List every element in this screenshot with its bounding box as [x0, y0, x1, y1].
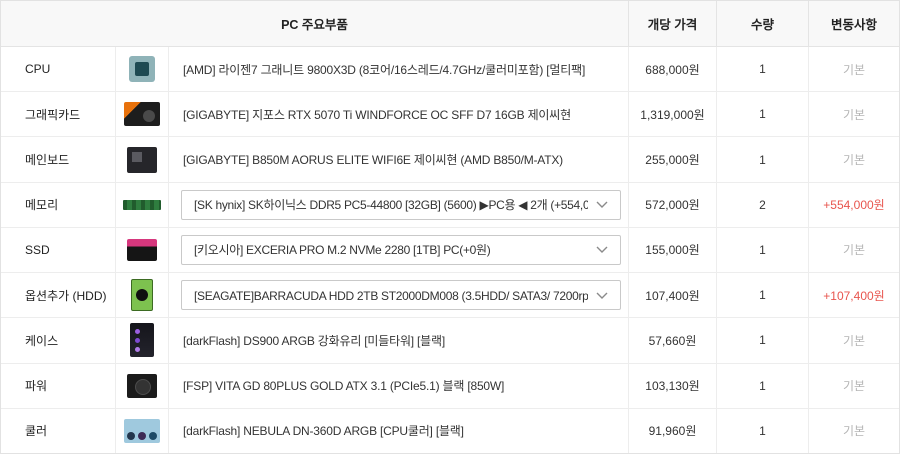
category-label: 메모리 — [1, 182, 116, 227]
category-label: 케이스 — [1, 318, 116, 363]
change-status: 기본 — [842, 424, 866, 439]
quantity-value: 1 — [717, 92, 809, 137]
unit-price: 155,000원 — [629, 227, 717, 273]
product-name: [GIGABYTE] 지포스 RTX 5070 Ti WINDFORCE OC … — [183, 107, 571, 122]
unit-price: 1,319,000원 — [629, 92, 717, 137]
product-name: [GIGABYTE] B850M AORUS ELITE WIFI6E 제이씨현… — [183, 153, 563, 168]
chevron-down-icon — [596, 246, 608, 254]
unit-price: 688,000원 — [629, 47, 717, 92]
quantity-value: 1 — [717, 137, 809, 182]
category-label: SSD — [1, 227, 116, 273]
header-change: 변동사항 — [830, 18, 877, 32]
selected-option-label: [키오시아] EXCERIA PRO M.2 NVMe 2280 [1TB] P… — [194, 243, 491, 258]
chevron-down-icon — [596, 201, 608, 209]
hdd-option-select[interactable]: [SEAGATE]BARRACUDA HDD 2TB ST2000DM008 (… — [181, 280, 621, 311]
change-status: 기본 — [842, 107, 866, 122]
table-row: 메인보드 [GIGABYTE] B850M AORUS ELITE WIFI6E… — [1, 137, 899, 183]
table-row: 케이스 [darkFlash] DS900 ARGB 강화유리 [미들타워] [… — [1, 318, 899, 364]
category-label: 메인보드 — [1, 137, 116, 182]
product-name: [AMD] 라이젠7 그래니트 9800X3D (8코어/16스레드/4.7GH… — [183, 62, 586, 77]
change-status: +554,000원 — [823, 198, 885, 213]
category-label: 파워 — [1, 363, 116, 408]
graphics-card-box-icon — [124, 102, 160, 127]
quantity-value: 1 — [717, 363, 809, 408]
power-supply-icon — [127, 373, 157, 398]
pc-case-icon — [130, 323, 154, 358]
header-unit-price: 개당 가격 — [629, 1, 717, 46]
product-name: [darkFlash] DS900 ARGB 강화유리 [미들타워] [블랙] — [183, 333, 445, 348]
quantity-value: 1 — [717, 273, 809, 318]
table-row: SSD [키오시아] EXCERIA PRO M.2 NVMe 2280 [1T… — [1, 227, 899, 274]
category-label: 쿨러 — [1, 408, 116, 453]
memory-option-select[interactable]: [SK hynix] SK하이닉스 DDR5 PC5-44800 [32GB] … — [181, 189, 621, 220]
ram-stick-icon — [123, 199, 161, 210]
change-status: 기본 — [842, 62, 866, 77]
change-status: 기본 — [842, 379, 866, 394]
motherboard-icon — [127, 146, 157, 173]
header-main-parts: PC 주요부품 — [1, 1, 629, 46]
category-label: CPU — [1, 47, 116, 92]
selected-option-label: [SK hynix] SK하이닉스 DDR5 PC5-44800 [32GB] … — [194, 198, 588, 213]
table-row: 쿨러 [darkFlash] NEBULA DN-360D ARGB [CPU쿨… — [1, 408, 899, 453]
change-status: 기본 — [842, 243, 866, 258]
unit-price: 107,400원 — [629, 273, 717, 318]
unit-price: 91,960원 — [629, 408, 717, 453]
quantity-value: 2 — [717, 182, 809, 227]
quantity-value: 1 — [717, 408, 809, 453]
ssd-box-icon — [127, 238, 157, 261]
quantity-value: 1 — [717, 47, 809, 92]
table-row: 메모리 [SK hynix] SK하이닉스 DDR5 PC5-44800 [32… — [1, 182, 899, 228]
unit-price: 572,000원 — [629, 182, 717, 227]
quantity-value: 1 — [717, 227, 809, 273]
unit-price: 57,660원 — [629, 318, 717, 363]
table-row: CPU [AMD] 라이젠7 그래니트 9800X3D (8코어/16스레드/4… — [1, 47, 899, 93]
change-status: 기본 — [842, 153, 866, 168]
change-status: 기본 — [842, 333, 866, 348]
header-quantity: 수량 — [717, 1, 809, 46]
category-label: 옵션추가 (HDD) — [1, 273, 116, 318]
category-label: 그래픽카드 — [1, 92, 116, 137]
liquid-cooler-icon — [124, 418, 160, 443]
chevron-down-icon — [596, 292, 608, 299]
unit-price: 255,000원 — [629, 137, 717, 182]
selected-option-label: [SEAGATE]BARRACUDA HDD 2TB ST2000DM008 (… — [194, 288, 588, 303]
ssd-option-select[interactable]: [키오시아] EXCERIA PRO M.2 NVMe 2280 [1TB] P… — [181, 234, 621, 265]
hard-drive-icon — [131, 279, 153, 312]
table-row: 옵션추가 (HDD) [SEAGATE]BARRACUDA HDD 2TB ST… — [1, 273, 899, 319]
product-name: [darkFlash] NEBULA DN-360D ARGB [CPU쿨러] … — [183, 424, 464, 439]
quantity-value: 1 — [717, 318, 809, 363]
change-status: +107,400원 — [823, 288, 885, 303]
table-header-row: PC 주요부품 개당 가격 수량 변동사항 — [1, 1, 899, 47]
table-row: 그래픽카드 [GIGABYTE] 지포스 RTX 5070 Ti WINDFOR… — [1, 92, 899, 138]
unit-price: 103,130원 — [629, 363, 717, 408]
table-row: 파워 [FSP] VITA GD 80PLUS GOLD ATX 3.1 (PC… — [1, 363, 899, 409]
product-name: [FSP] VITA GD 80PLUS GOLD ATX 3.1 (PCIe5… — [183, 379, 505, 394]
cpu-chip-icon — [129, 56, 155, 83]
